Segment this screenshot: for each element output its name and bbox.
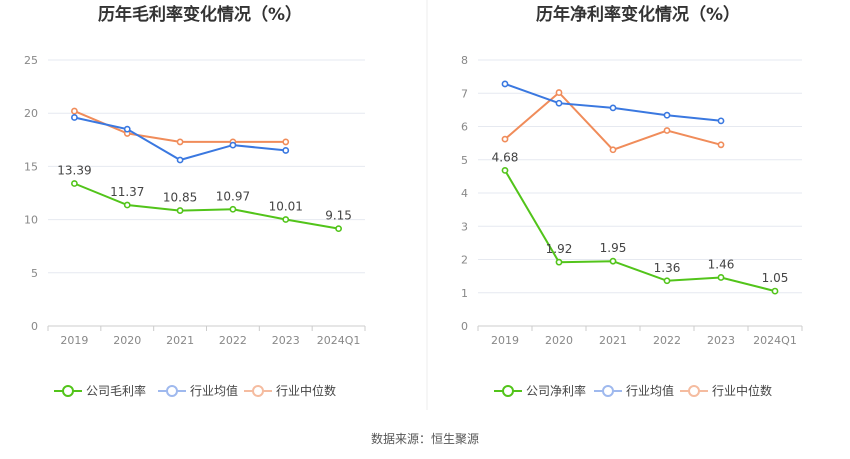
data-point (501, 80, 509, 88)
y-tick-label: 5 (461, 154, 468, 167)
y-tick-label: 15 (24, 160, 38, 173)
data-label: 13.39 (57, 164, 91, 178)
data-point (609, 257, 617, 265)
x-tick-label: 2020 (545, 334, 573, 347)
x-tick-label: 2024Q1 (317, 334, 361, 347)
legend-swatch-marker (502, 385, 514, 397)
data-point (123, 201, 131, 209)
data-label: 10.01 (269, 199, 303, 213)
series-line (504, 82, 722, 122)
data-point (71, 180, 78, 187)
y-tick-label: 8 (461, 54, 468, 67)
x-tick-label: 2019 (491, 334, 519, 347)
legend-label: 公司净利率 (526, 383, 586, 398)
data-point (663, 127, 671, 134)
data-point (282, 138, 290, 146)
data-point (717, 117, 725, 125)
data-label: 1.95 (600, 241, 627, 255)
data-point (501, 166, 509, 174)
data-label: 4.68 (492, 150, 519, 164)
data-point (176, 156, 184, 164)
y-tick-label: 5 (31, 267, 38, 280)
series-line (74, 182, 339, 230)
data-label: 1.92 (546, 242, 573, 256)
data-point (609, 146, 617, 154)
data-point (663, 111, 671, 119)
y-tick-label: 20 (24, 107, 38, 120)
legend-label: 行业均值 (190, 383, 238, 398)
y-tick-label: 25 (24, 54, 38, 67)
chart-title: 历年净利率变化情况（%） (536, 4, 740, 25)
data-point (176, 207, 184, 214)
y-tick-label: 0 (461, 320, 468, 333)
y-tick-label: 4 (461, 187, 468, 200)
series-line (504, 169, 776, 293)
data-point (717, 141, 725, 149)
x-tick-label: 2021 (599, 334, 627, 347)
data-point (555, 258, 563, 266)
data-point (282, 147, 290, 154)
data-point (663, 277, 671, 285)
legend-label: 公司毛利率 (86, 383, 146, 398)
data-point (335, 225, 342, 233)
legend-swatch-marker (252, 385, 264, 397)
y-tick-label: 7 (461, 87, 468, 100)
y-tick-label: 10 (24, 214, 38, 227)
data-point (123, 125, 131, 133)
chart-title: 历年毛利率变化情况（%） (98, 4, 302, 25)
y-tick-label: 3 (461, 220, 468, 233)
legend-swatch-marker (602, 385, 614, 397)
x-tick-label: 2020 (113, 334, 141, 347)
data-point (71, 107, 78, 115)
x-tick-label: 2019 (60, 334, 88, 347)
data-label: 1.36 (654, 261, 681, 275)
data-point (555, 99, 563, 107)
x-tick-label: 2021 (166, 334, 194, 347)
legend-swatch-marker (62, 385, 74, 397)
data-point (229, 141, 237, 149)
y-tick-label: 1 (461, 287, 468, 300)
series-line (74, 110, 286, 143)
data-point (71, 114, 78, 121)
legend-label: 行业均值 (626, 383, 674, 398)
data-label: 1.46 (708, 257, 735, 271)
data-point (501, 135, 509, 143)
net-margin-chart: 历年净利率变化情况（%） 0 1 2 3 4 5 6 7 8 2019 2020 2021 2022 202… (461, 4, 803, 398)
data-label: 10.85 (163, 191, 197, 205)
data-label: 11.37 (110, 185, 144, 199)
x-tick-label: 2022 (653, 334, 681, 347)
data-label: 9.15 (325, 209, 352, 223)
legend-label: 行业中位数 (712, 383, 772, 398)
y-tick-label: 6 (461, 121, 468, 134)
source-label: 数据来源：恒生聚源 (371, 431, 479, 446)
data-point (282, 216, 290, 223)
x-tick-label: 2023 (707, 334, 735, 347)
data-point (555, 89, 563, 96)
gross-margin-chart: 历年毛利率变化情况（%） 0 5 10 15 20 25 2019 2020 2021 2022 20… (24, 4, 366, 398)
data-point (176, 138, 184, 146)
data-point (717, 274, 725, 281)
data-label: 10.97 (216, 189, 250, 203)
series-line (504, 91, 722, 151)
data-point (771, 287, 779, 295)
legend-label: 行业中位数 (276, 383, 336, 398)
x-tick-label: 2024Q1 (753, 334, 797, 347)
legend-swatch-marker (166, 385, 178, 397)
y-tick-label: 2 (461, 254, 468, 267)
y-tick-label: 0 (31, 320, 38, 333)
legend-swatch-marker (688, 385, 700, 397)
data-point (229, 205, 237, 213)
x-tick-label: 2023 (272, 334, 300, 347)
data-point (609, 104, 617, 112)
data-label: 1.05 (762, 271, 789, 285)
x-tick-label: 2022 (219, 334, 247, 347)
